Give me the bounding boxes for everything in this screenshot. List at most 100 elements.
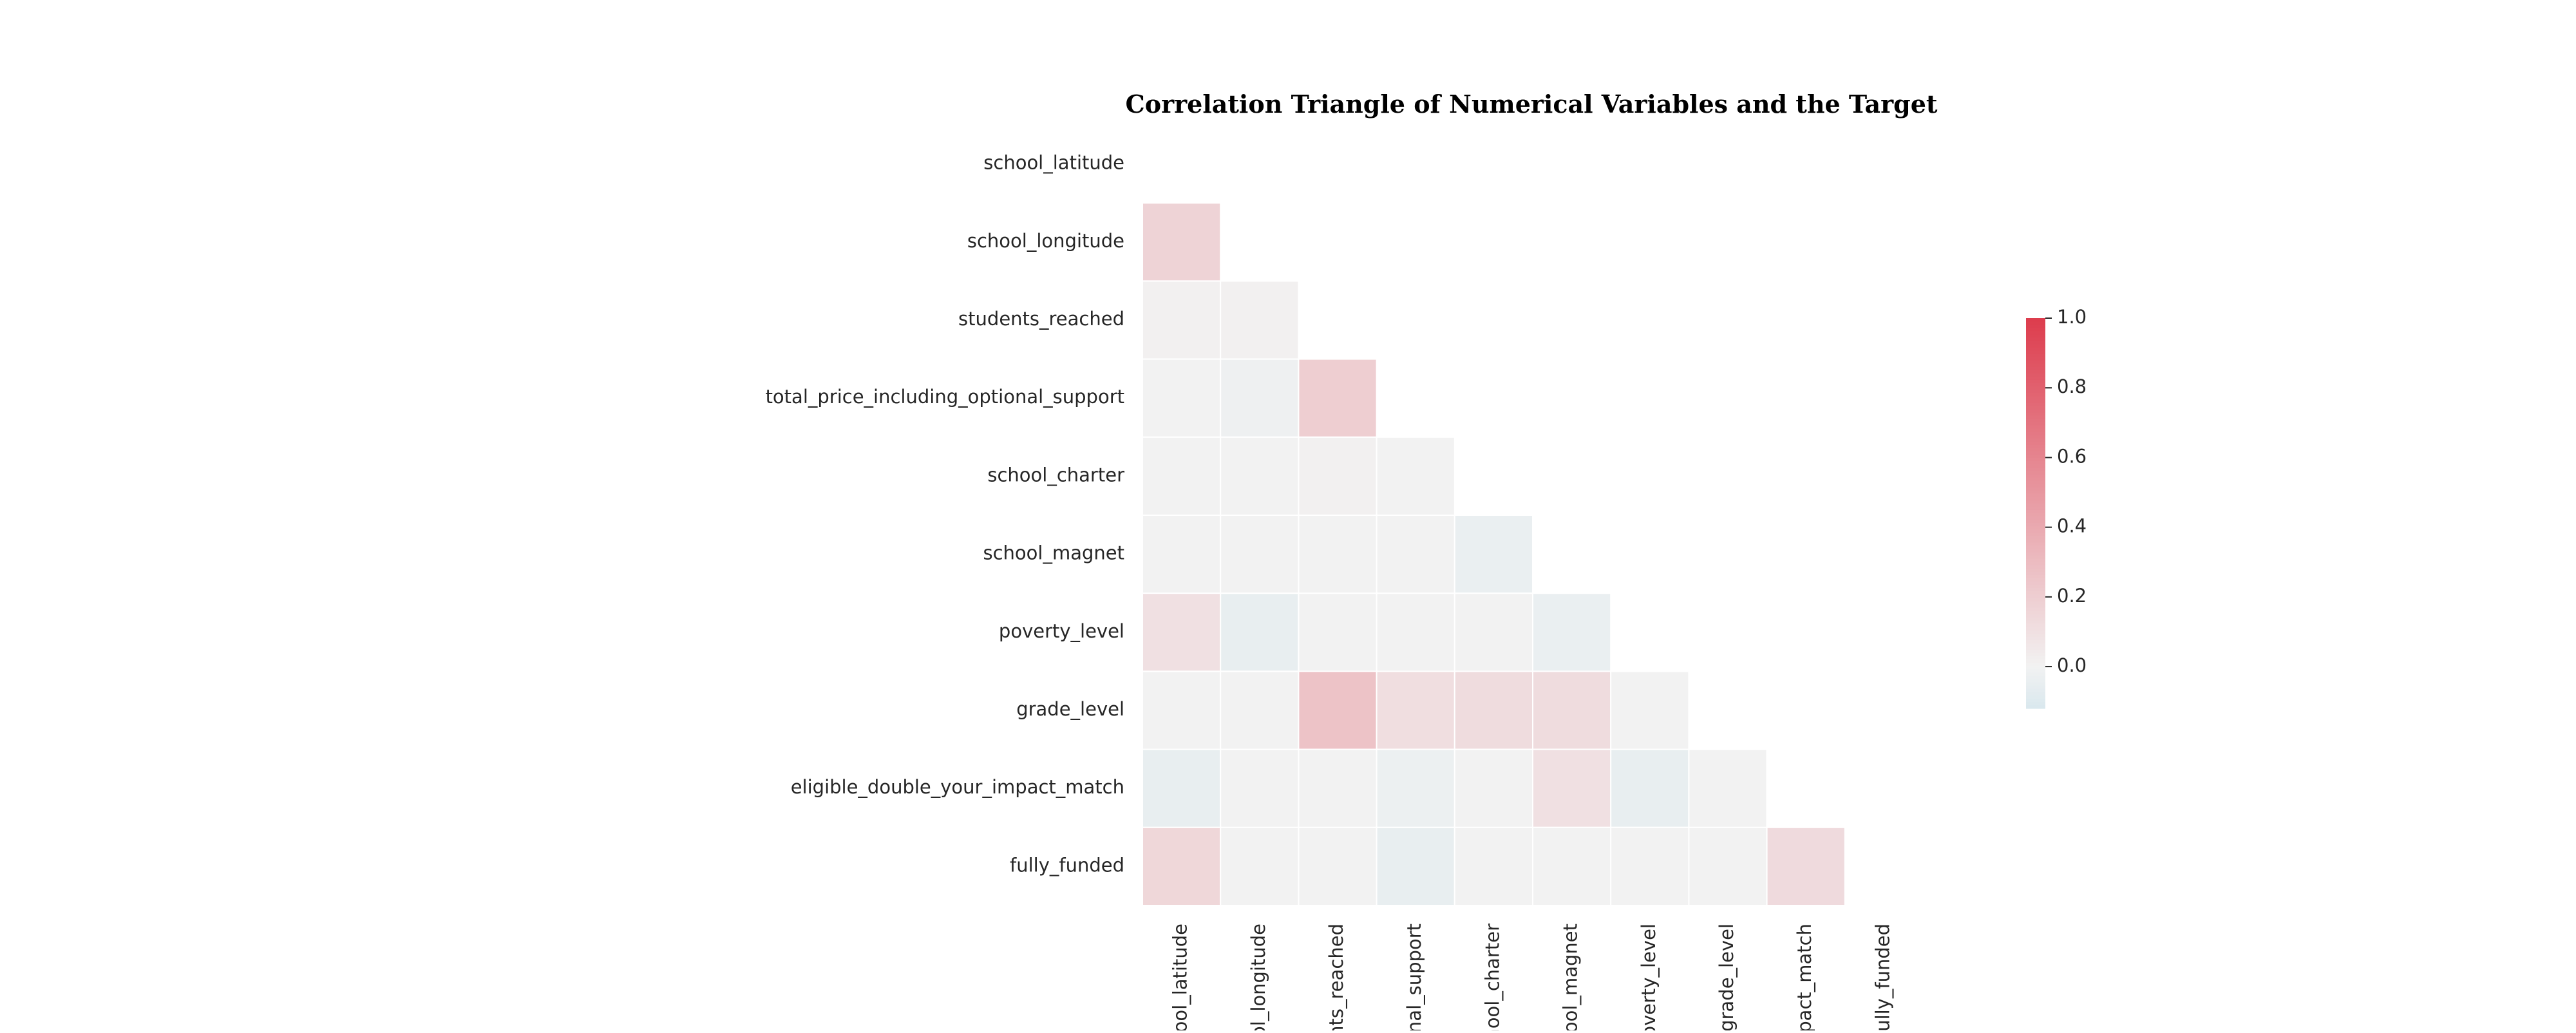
- colorbar-segment: [2026, 451, 2045, 455]
- colorbar-segment: [2026, 620, 2045, 625]
- colorbar-segment: [2026, 526, 2045, 530]
- colorbar-segment: [2026, 682, 2045, 687]
- colorbar-segment: [2026, 406, 2045, 410]
- colorbar-segment: [2026, 542, 2045, 547]
- heatmap-cell-school_magnet-school_charter: [1454, 515, 1534, 594]
- colorbar-segment: [2026, 422, 2045, 426]
- colorbar-segment: [2026, 601, 2045, 605]
- colorbar-segment: [2026, 591, 2045, 595]
- colorbar-segment: [2026, 455, 2045, 459]
- heatmap-cell-poverty_level-school_longitude: [1220, 592, 1300, 672]
- colorbar-segment: [2026, 431, 2045, 436]
- colorbar-segment: [2026, 669, 2045, 674]
- heatmap-cell-eligible_double_your_impact_match-students_reached: [1298, 748, 1378, 828]
- heatmap-cell-eligible_double_your_impact_match-school_latitude: [1142, 748, 1222, 828]
- heatmap-cell-fully_funded-eligible_double_your_impact_match: [1766, 826, 1846, 907]
- colorbar-segment: [2026, 688, 2045, 693]
- heatmap-cell-poverty_level-total_price_including_optional_support: [1376, 592, 1455, 672]
- colorbar-segment: [2026, 425, 2045, 430]
- heatmap-cell-eligible_double_your_impact_match-school_longitude: [1220, 748, 1300, 828]
- colorbar-segment: [2026, 383, 2045, 387]
- y-tick-label: fully_funded: [1010, 854, 1124, 876]
- colorbar-segment: [2026, 552, 2045, 556]
- heatmap-cell-eligible_double_your_impact_match-poverty_level: [1610, 748, 1690, 828]
- colorbar-segment: [2026, 672, 2045, 677]
- colorbar-segment: [2026, 503, 2045, 507]
- colorbar-segment: [2026, 588, 2045, 592]
- y-axis-tick-labels: school_latitude school_longitude students_…: [766, 152, 1125, 877]
- colorbar-segment: [2026, 653, 2045, 657]
- heatmap-cell-poverty_level-school_magnet: [1532, 592, 1612, 672]
- heatmap-cell-poverty_level-school_charter: [1454, 592, 1534, 672]
- colorbar-segment: [2026, 415, 2045, 420]
- heatmap-cell-fully_funded-poverty_level: [1610, 826, 1690, 907]
- colorbar-segment: [2026, 393, 2045, 397]
- colorbar-segment: [2026, 643, 2045, 647]
- colorbar-segment: [2026, 558, 2045, 563]
- heatmap-cell-school_magnet-students_reached: [1298, 515, 1378, 594]
- colorbar-segment: [2026, 630, 2045, 634]
- colorbar-segment: [2026, 574, 2045, 579]
- heatmap-cell-eligible_double_your_impact_match-total_price_including_optional_support: [1376, 748, 1455, 828]
- heatmap-cell-students_reached-school_latitude: [1142, 280, 1222, 360]
- colorbar-segment: [2026, 458, 2045, 462]
- colorbar-segment: [2026, 614, 2045, 618]
- colorbar-segment: [2026, 461, 2045, 465]
- x-tick-label: onal_support: [1403, 924, 1425, 1030]
- colorbar-segment: [2026, 636, 2045, 641]
- heatmap-cell-grade_level-school_longitude: [1220, 670, 1300, 750]
- colorbar-segment: [2026, 598, 2045, 602]
- heatmap-cell-total_price_including_optional_support-students_reached: [1298, 358, 1378, 438]
- heatmap-cell-poverty_level-school_latitude: [1142, 592, 1222, 672]
- colorbar-segment: [2026, 379, 2045, 384]
- heatmap-cell-fully_funded-students_reached: [1298, 826, 1378, 907]
- colorbar-segment: [2026, 403, 2045, 406]
- y-tick-label: school_magnet: [983, 542, 1125, 564]
- y-tick-label: students_reached: [958, 308, 1124, 330]
- x-tick-label: nts_reached: [1325, 924, 1347, 1030]
- x-tick-label: mpact_match: [1794, 924, 1815, 1030]
- y-tick-label: total_price_including_optional_support: [766, 386, 1124, 408]
- colorbar-segment: [2026, 354, 2045, 358]
- colorbar-tick-label: 0.8: [2057, 375, 2087, 397]
- heatmap-cell-fully_funded-total_price_including_optional_support: [1376, 826, 1455, 907]
- colorbar-segment: [2026, 376, 2045, 381]
- heatmap-cell-school_longitude-school_latitude: [1142, 202, 1222, 282]
- colorbar-segment: [2026, 325, 2045, 328]
- colorbar-segment: [2026, 666, 2045, 670]
- colorbar-segment: [2026, 656, 2045, 660]
- x-tick-label: fully_funded: [1871, 924, 1893, 1030]
- colorbar-segment: [2026, 578, 2045, 582]
- colorbar-segment: [2026, 509, 2045, 514]
- colorbar-segment: [2026, 617, 2045, 621]
- colorbar-segment: [2026, 611, 2045, 615]
- colorbar-segment: [2026, 594, 2045, 598]
- heatmap-cell-fully_funded-school_latitude: [1142, 826, 1222, 907]
- x-tick-label: poverty_level: [1638, 924, 1660, 1030]
- colorbar-segment: [2026, 568, 2045, 573]
- colorbar-segment: [2026, 344, 2045, 348]
- heatmap-cell-fully_funded-school_longitude: [1220, 826, 1300, 907]
- colorbar-segment: [2026, 350, 2045, 355]
- heatmap-cell-grade_level-school_magnet: [1532, 670, 1612, 750]
- colorbar-segment: [2026, 347, 2045, 352]
- colorbar-segment: [2026, 360, 2045, 365]
- colorbar-segment: [2026, 373, 2045, 377]
- x-tick-label: hool_latitude: [1170, 924, 1191, 1030]
- heatmap-cell-school_magnet-school_latitude: [1142, 515, 1222, 594]
- colorbar-segment: [2026, 545, 2045, 550]
- colorbar-segment: [2026, 341, 2045, 345]
- heatmap-cell-school_charter-school_latitude: [1142, 436, 1222, 516]
- colorbar-segment: [2026, 685, 2045, 690]
- heatmap-cell-grade_level-school_latitude: [1142, 670, 1222, 750]
- colorbar-segment: [2026, 487, 2045, 491]
- colorbar-segment: [2026, 328, 2045, 332]
- colorbar-segment: [2026, 692, 2045, 696]
- colorbar-segment: [2026, 366, 2045, 371]
- colorbar-segment: [2026, 321, 2045, 325]
- x-tick-label: hool_magnet: [1560, 924, 1582, 1030]
- heatmap-cell-grade_level-students_reached: [1298, 670, 1378, 750]
- heatmap-cell-fully_funded-school_charter: [1454, 826, 1534, 907]
- heatmap-cell-fully_funded-school_magnet: [1532, 826, 1612, 907]
